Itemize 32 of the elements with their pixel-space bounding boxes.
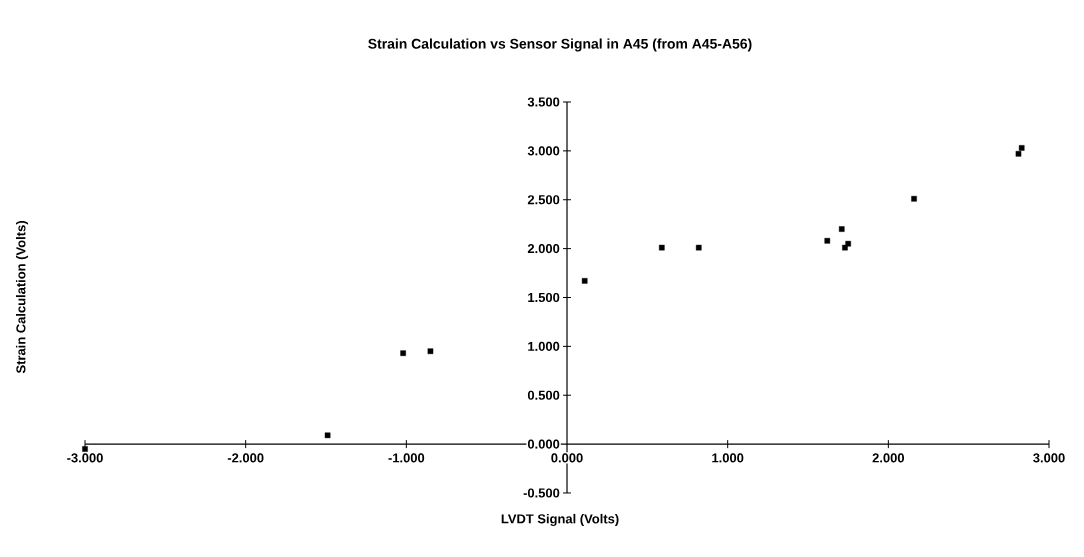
point — [82, 446, 88, 452]
y-tick-label: -0.500 — [523, 488, 560, 498]
y-tick-label: 2.000 — [527, 244, 560, 254]
y-tick-label: 0.000 — [527, 439, 560, 449]
y-tick-label: 2.500 — [527, 195, 560, 205]
point — [581, 278, 588, 284]
x-tick-label: -3.000 — [67, 453, 103, 463]
point — [1018, 145, 1025, 151]
x-tick-label: -2.000 — [227, 453, 264, 463]
y-tick-label: 3.000 — [527, 146, 560, 156]
x-axis-title: LVDT Signal (Volts) — [501, 513, 619, 527]
x-tick-label: 1.000 — [712, 453, 744, 463]
point — [400, 350, 406, 356]
point — [1015, 151, 1022, 157]
point — [427, 348, 434, 355]
y-tick-label: 1.500 — [528, 292, 560, 303]
point — [911, 195, 917, 202]
x-tick-label: -1.000 — [388, 453, 425, 463]
point — [824, 238, 831, 244]
y-tick-label: 1.000 — [528, 341, 560, 351]
point — [324, 432, 331, 439]
point — [838, 226, 845, 232]
x-tick-label: 0.000 — [551, 453, 583, 463]
y-axis-title: Strain Calculation (Volts) — [15, 221, 29, 374]
x-tick-label: 3.000 — [1033, 453, 1065, 463]
point — [695, 244, 702, 251]
chart-title: Strain Calculation vs Sensor Signal in A45 (from A45-A56) — [368, 38, 752, 52]
y-tick-label: 3.500 — [527, 97, 560, 107]
point — [659, 244, 665, 251]
point — [845, 240, 851, 247]
x-tick-label: 2.000 — [872, 453, 905, 463]
y-tick-label: 0.500 — [527, 390, 560, 400]
